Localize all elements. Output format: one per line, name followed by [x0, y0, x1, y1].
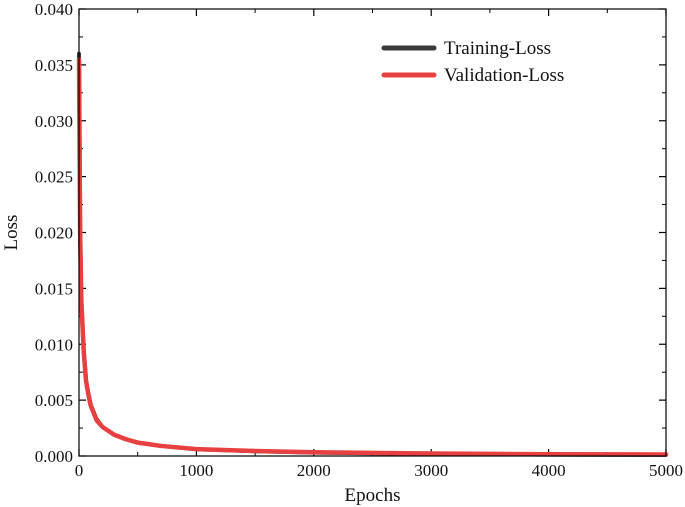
y-tick-label: 0.035 — [35, 56, 73, 75]
legend-label-validation: Validation-Loss — [444, 65, 564, 86]
y-tick-label: 0.030 — [35, 112, 73, 131]
y-tick-label: 0.000 — [35, 447, 73, 466]
y-tick-label: 0.040 — [35, 0, 73, 19]
x-tick-label: 1000 — [179, 461, 213, 480]
series-line-training-loss — [77, 51, 668, 457]
x-tick-label: 5000 — [649, 461, 683, 480]
series-layer — [76, 51, 669, 457]
y-tick-label: 0.020 — [35, 224, 73, 243]
x-tick-label: 0 — [75, 461, 84, 480]
x-tick-label: 2000 — [297, 461, 331, 480]
y-axis-title: Loss — [1, 215, 22, 251]
ticks-layer — [78, 8, 667, 457]
legend: Training-Loss Validation-Loss — [381, 38, 564, 86]
y-tick-label: 0.010 — [35, 335, 73, 354]
y-tick-label: 0.025 — [35, 168, 73, 187]
y-tick-label: 0.005 — [35, 391, 73, 410]
x-tick-label: 3000 — [414, 461, 448, 480]
y-tick-label: 0.015 — [35, 279, 73, 298]
x-axis-title: Epochs — [345, 485, 401, 506]
plot-frame — [78, 8, 667, 457]
tick-labels: 0 1000 2000 3000 4000 5000 0.000 0.005 0.010 0.01… — [35, 0, 683, 480]
legend-label-training: Training-Loss — [444, 38, 551, 59]
x-tick-label: 4000 — [532, 461, 566, 480]
series-line-validation-loss — [76, 57, 669, 457]
